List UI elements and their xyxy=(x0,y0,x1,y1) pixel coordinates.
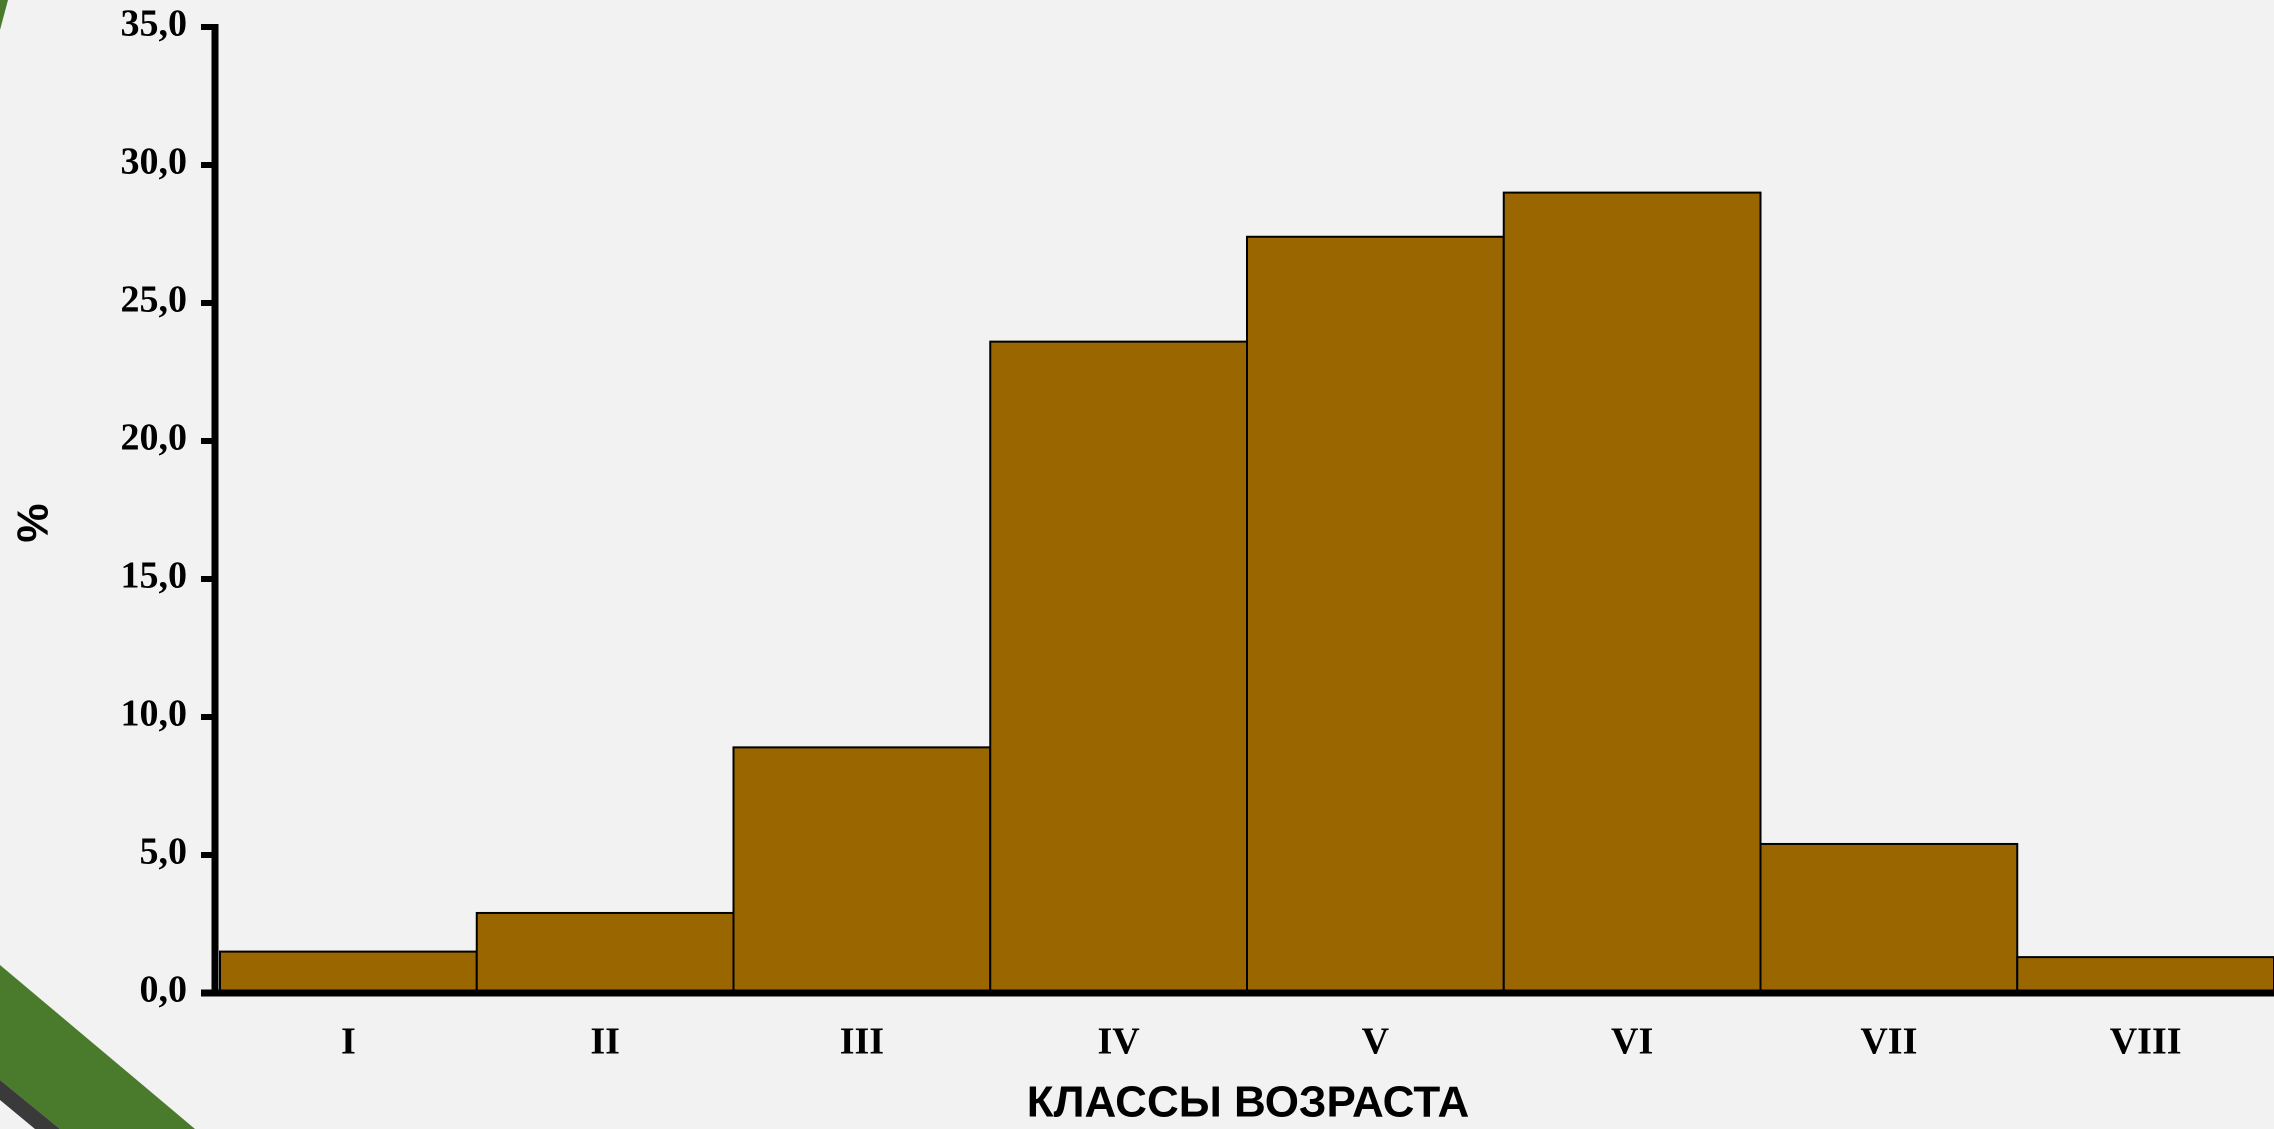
x-tick-label: III xyxy=(840,1021,884,1063)
x-tick-label: I xyxy=(341,1021,356,1063)
x-tick-label: IV xyxy=(1098,1021,1141,1063)
x-tick-label: II xyxy=(590,1021,620,1063)
y-tick-label: 30,0 xyxy=(121,141,188,183)
bar xyxy=(219,950,478,994)
x-axis-title: КЛАССЫ ВОЗРАСТА xyxy=(1027,1078,1469,1127)
bar xyxy=(2016,956,2274,994)
y-tick-label: 20,0 xyxy=(121,417,188,459)
y-tick-label: 35,0 xyxy=(121,3,188,45)
y-tick-label: 25,0 xyxy=(121,279,188,321)
y-tick-label: 5,0 xyxy=(140,831,188,873)
x-tick-label: V xyxy=(1362,1021,1390,1063)
y-tick-label: 10,0 xyxy=(121,693,188,735)
y-axis-title: % xyxy=(9,503,58,542)
decoration xyxy=(0,965,195,1129)
y-tick-label: 15,0 xyxy=(121,555,188,597)
x-tick-label: VI xyxy=(1611,1021,1653,1063)
x-tick-label: VIII xyxy=(2110,1021,2182,1063)
bar xyxy=(989,340,1248,994)
bar xyxy=(475,911,735,995)
x-tick-label: VII xyxy=(1860,1021,1917,1063)
decoration xyxy=(0,0,8,30)
bar xyxy=(732,746,992,994)
bar xyxy=(1759,842,2019,995)
bar xyxy=(1502,191,1762,995)
bar xyxy=(1246,235,1505,994)
y-tick-label: 0,0 xyxy=(140,969,188,1011)
decoration xyxy=(0,1080,60,1129)
